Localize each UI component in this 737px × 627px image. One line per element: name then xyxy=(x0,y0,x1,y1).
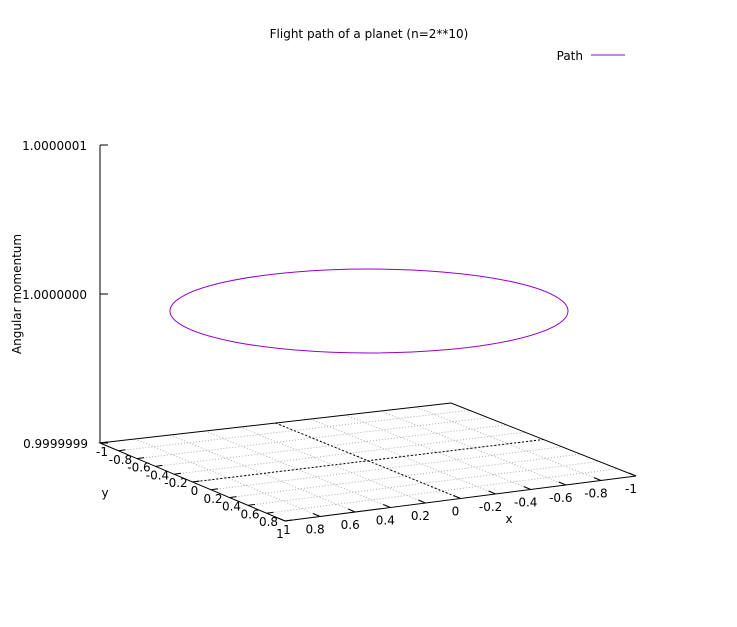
base-ticks: -1-0.8-0.6-0.4-0.200.20.40.60.811 0.8 0.6 0… xyxy=(96,441,637,541)
x-tick xyxy=(453,495,461,499)
y-tick-label: -0.8 xyxy=(109,453,132,467)
x-tick xyxy=(418,499,426,504)
zero-line-x0 xyxy=(275,422,461,499)
grid-line xyxy=(118,409,470,452)
grid-line xyxy=(205,430,391,508)
x-tick xyxy=(593,477,602,481)
x-tick-label: -0.6 xyxy=(549,491,572,505)
x-tick xyxy=(348,508,356,513)
grid-line xyxy=(134,438,321,517)
y-tick-label: 0.8 xyxy=(259,515,278,529)
x-tick-label: -0.8 xyxy=(584,487,607,501)
y-tick-label: -1 xyxy=(96,445,108,459)
y-tick-label: 0.6 xyxy=(240,507,259,521)
z-tick-label: 1.0000001 xyxy=(22,139,87,153)
x-tick xyxy=(312,513,321,517)
y-tick xyxy=(155,464,163,467)
grid-line xyxy=(266,468,618,514)
y-tick xyxy=(192,480,200,483)
y-tick-label: 0.4 xyxy=(222,500,241,514)
y-tick-label: 1 xyxy=(283,523,291,537)
x-tick-label: 0 xyxy=(452,505,460,519)
x-tick xyxy=(628,472,637,477)
grid-line xyxy=(380,410,566,486)
legend: Path xyxy=(557,49,625,63)
y-tick xyxy=(247,503,256,506)
y-tick xyxy=(229,496,237,499)
zero-line-y0 xyxy=(192,439,544,483)
x-tick xyxy=(523,486,531,490)
z-axis: 1.0000001 1.0000000 0.9999999 Angular mo… xyxy=(10,139,108,451)
y-tick-label: 0.2 xyxy=(203,492,222,506)
y-tick-label: 0 xyxy=(191,484,199,498)
grid-line xyxy=(210,446,563,491)
y-tick xyxy=(136,457,145,460)
z-axis-label: Angular momentum xyxy=(10,234,24,354)
grid-line xyxy=(415,406,602,481)
x-tick-label: 0.2 xyxy=(411,509,430,523)
x-tick-label: -1 xyxy=(625,482,637,496)
x-tick-label: 1 xyxy=(276,527,284,541)
legend-label-path: Path xyxy=(557,49,583,63)
y-tick xyxy=(210,488,219,491)
x-tick xyxy=(383,504,391,508)
x-axis-label: x xyxy=(505,512,512,526)
x-tick-label: -0.2 xyxy=(479,500,502,514)
y-tick xyxy=(284,519,293,522)
grid-line xyxy=(136,417,489,460)
grid-line xyxy=(240,426,426,504)
grid-line xyxy=(247,460,600,506)
z-tick-label: 1.0000000 xyxy=(22,288,87,302)
base-zero-lines xyxy=(192,422,544,499)
base-plane: -1-0.8-0.6-0.4-0.200.20.40.60.811 0.8 0.6 0… xyxy=(96,402,637,541)
grid-line xyxy=(192,439,544,483)
grid-line xyxy=(229,453,581,499)
y-tick xyxy=(266,511,274,514)
chart-title: Flight path of a planet (n=2**10) xyxy=(270,27,469,41)
grid-line xyxy=(170,434,356,513)
y-axis-label: y xyxy=(101,486,108,500)
y-tick xyxy=(118,449,126,452)
z-tick-label: 0.9999999 xyxy=(23,437,88,451)
y-tick xyxy=(173,472,182,475)
grid-line xyxy=(155,424,507,467)
y-tick-label: -0.4 xyxy=(146,468,169,482)
x-tick-label: -0.4 xyxy=(514,496,537,510)
x-tick xyxy=(488,490,496,495)
y-tick-label: -0.6 xyxy=(127,461,150,475)
y-tick-label: -0.2 xyxy=(164,476,187,490)
x-tick xyxy=(558,481,566,486)
x-tick-label: 0.8 xyxy=(306,523,325,537)
base-grid xyxy=(118,406,618,517)
grid-line xyxy=(173,431,526,475)
series-path-curve xyxy=(169,268,569,354)
x-tick-label: 0.4 xyxy=(376,514,395,528)
x-tick-label: 0.6 xyxy=(341,518,360,532)
grid-line xyxy=(345,414,531,490)
x-tick xyxy=(277,517,286,522)
y-tick xyxy=(99,441,108,444)
